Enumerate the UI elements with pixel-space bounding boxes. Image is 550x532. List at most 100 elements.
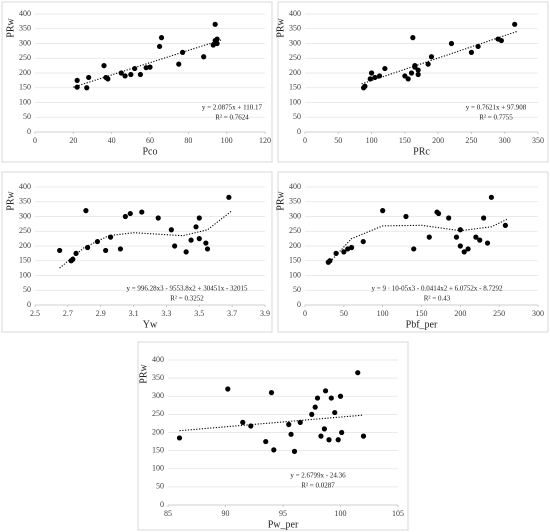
- trendline: [59, 210, 233, 269]
- data-point: [376, 73, 383, 79]
- data-point: [137, 71, 144, 78]
- trend-equation: y = 2.0875x + 110.17: [202, 104, 263, 112]
- data-point: [339, 429, 345, 436]
- trendline: [179, 414, 364, 432]
- y-tick-label: 150: [152, 445, 164, 454]
- data-point: [201, 54, 207, 60]
- data-point: [196, 236, 202, 242]
- x-tick-label: 100: [377, 309, 389, 318]
- data-point: [411, 246, 417, 252]
- data-point: [408, 70, 415, 76]
- data-point: [139, 209, 145, 215]
- data-point: [132, 65, 138, 72]
- data-point: [268, 390, 275, 396]
- y-tick-label: 100: [289, 270, 301, 279]
- x-tick-label: 250: [493, 309, 505, 318]
- data-point: [101, 63, 107, 69]
- y-tick-label: 0: [160, 500, 164, 509]
- data-point: [362, 83, 368, 89]
- y-tick-label: 100: [19, 97, 31, 106]
- y-tick-label: 300: [289, 211, 301, 220]
- trendline: [361, 30, 519, 85]
- x-tick-label: 120: [259, 136, 271, 145]
- data-point: [122, 73, 128, 79]
- data-point: [84, 85, 90, 91]
- r-squared: R² = 0.43: [424, 295, 451, 303]
- data-point: [327, 258, 333, 264]
- data-point: [74, 84, 80, 90]
- data-point: [214, 36, 220, 42]
- data-point: [402, 73, 408, 79]
- y-tick-label: 400: [152, 355, 164, 364]
- data-point: [225, 386, 231, 392]
- data-point: [382, 65, 388, 72]
- x-tick-label: 80: [184, 136, 192, 145]
- y-tick-label: 50: [293, 285, 301, 294]
- y-axis-label: PRw: [5, 17, 16, 37]
- data-point: [143, 65, 149, 71]
- x-axis-label: Pbf_per: [406, 319, 438, 330]
- y-tick-label: 200: [289, 68, 301, 77]
- x-tick-label: 250: [465, 136, 477, 145]
- data-point: [83, 208, 89, 214]
- data-point: [457, 227, 463, 233]
- data-point: [128, 71, 134, 78]
- data-point: [465, 246, 471, 252]
- x-tick-label: 3.5: [194, 309, 204, 318]
- data-point: [70, 256, 76, 262]
- x-axis-label: Pco: [143, 146, 158, 157]
- data-point: [321, 426, 327, 432]
- data-point: [312, 404, 318, 410]
- data-point: [502, 222, 508, 228]
- y-tick-label: 100: [152, 464, 164, 473]
- r-squared: R² = 0.7755: [479, 114, 513, 122]
- data-point: [337, 393, 344, 399]
- data-point: [196, 215, 202, 221]
- x-tick-label: 60: [146, 136, 154, 145]
- data-point: [367, 76, 373, 82]
- x-tick-label: 105: [392, 509, 404, 518]
- data-point: [122, 213, 128, 220]
- y-tick-label: 300: [152, 391, 164, 400]
- r-squared: R² = 0.7624: [215, 114, 249, 122]
- data-point: [512, 21, 518, 27]
- trend-equation: y = 9 · 10-05x3 - 0.0414x2 + 6.0752x - 8…: [372, 285, 503, 293]
- y-tick-label: 150: [19, 256, 31, 265]
- y-tick-label: 300: [19, 38, 31, 47]
- y-tick-label: 50: [156, 482, 164, 491]
- data-point: [86, 74, 92, 81]
- y-tick-label: 200: [289, 241, 301, 250]
- data-point: [263, 438, 269, 445]
- x-tick-label: 100: [335, 509, 347, 518]
- y-tick-label: 150: [289, 83, 301, 92]
- y-tick-label: 350: [289, 24, 301, 33]
- data-point: [214, 40, 220, 47]
- data-point: [477, 237, 483, 243]
- data-point: [403, 213, 409, 220]
- y-tick-label: 250: [289, 53, 301, 62]
- data-point: [309, 411, 315, 417]
- x-tick-label: 0: [303, 136, 307, 145]
- data-point: [372, 74, 378, 81]
- x-axis-label: Pw_per: [268, 519, 299, 530]
- x-tick-label: 200: [454, 309, 466, 318]
- y-tick-label: 100: [289, 97, 301, 106]
- y-tick-label: 350: [152, 373, 164, 382]
- y-tick-label: 150: [19, 83, 31, 92]
- data-point: [203, 240, 209, 246]
- x-axis-label: Yw: [143, 319, 158, 330]
- y-tick-label: 0: [27, 300, 31, 309]
- y-tick-label: 200: [19, 68, 31, 77]
- y-tick-label: 50: [23, 112, 31, 121]
- panel-frame: [1, 1, 273, 163]
- data-point: [461, 249, 467, 255]
- x-tick-label: 2.7: [63, 309, 73, 318]
- data-point: [286, 421, 292, 428]
- y-tick-label: 400: [289, 182, 301, 191]
- data-point: [314, 395, 321, 401]
- data-point: [335, 437, 341, 443]
- y-tick-label: 50: [23, 285, 31, 294]
- data-point: [271, 447, 277, 453]
- data-point: [172, 243, 178, 249]
